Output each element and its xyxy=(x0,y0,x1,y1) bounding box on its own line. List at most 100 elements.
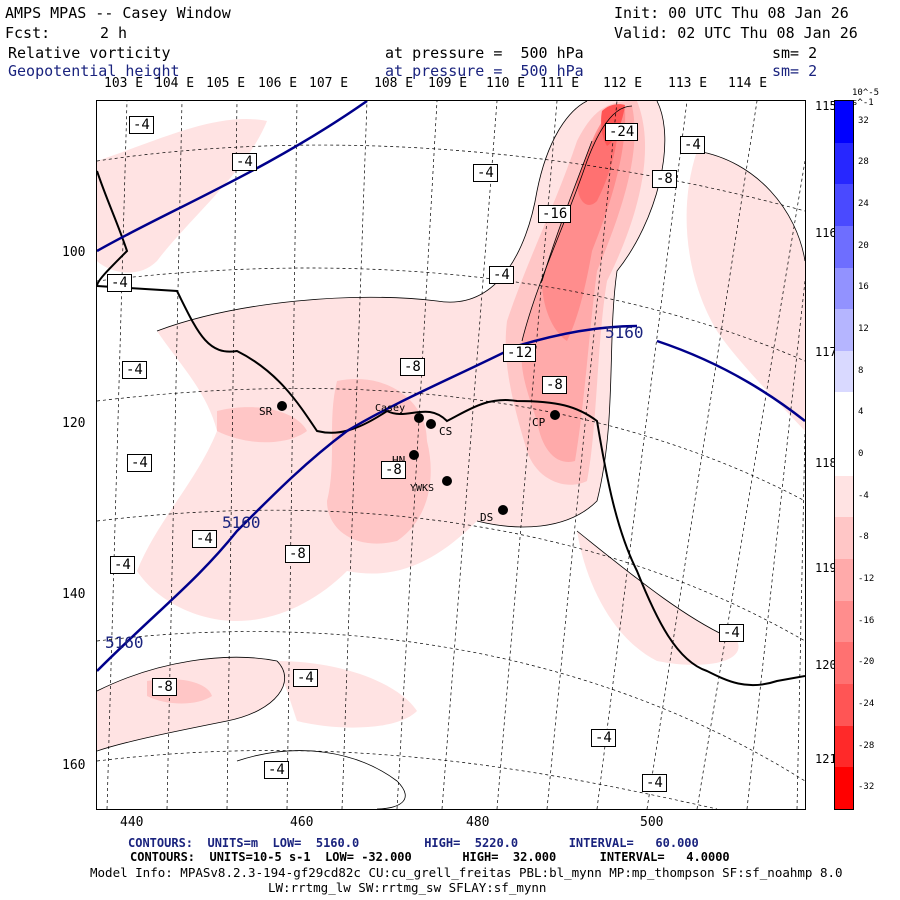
station-label: CP xyxy=(532,416,546,429)
lon-label: 103 E xyxy=(104,76,144,91)
colorbar-segment xyxy=(835,683,853,726)
height-label: 5160 xyxy=(105,633,144,652)
field1-name: Relative vorticity xyxy=(8,44,171,62)
vort-label: -4 xyxy=(591,729,616,747)
y-tick-label: 120 xyxy=(62,416,86,431)
station-marker[interactable] xyxy=(277,401,287,411)
vort-label: -4 xyxy=(473,164,498,182)
lon-label: 111 E xyxy=(540,76,580,91)
forecast-label: Fcst: xyxy=(5,24,51,42)
colorbar-tick-label: -20 xyxy=(858,657,875,668)
colorbar-units: 10^-5 s^-1 xyxy=(852,88,880,108)
colorbar-segment xyxy=(835,392,853,435)
vort-label: -4 xyxy=(232,153,257,171)
station-label: SR xyxy=(259,405,273,418)
colorbar-segment xyxy=(835,475,853,518)
height-label: 5160 xyxy=(222,513,261,532)
colorbar-tick-label: -4 xyxy=(858,490,869,501)
x-tick-label: 460 xyxy=(290,815,314,830)
colorbar-segment xyxy=(835,184,853,226)
field2-level: at pressure = 500 hPa xyxy=(385,62,584,80)
colorbar-tick-label: -24 xyxy=(858,698,875,709)
vort-label: -8 xyxy=(542,376,567,394)
vort-label: -4 xyxy=(680,136,705,154)
station-marker[interactable] xyxy=(409,450,419,460)
vort-label: -4 xyxy=(192,530,217,548)
vort-label: -4 xyxy=(489,266,514,284)
station-marker[interactable] xyxy=(426,419,436,429)
field2-smoothing: sm= 2 xyxy=(772,62,818,80)
field2-name: Geopotential height xyxy=(8,62,180,80)
vort-label: -8 xyxy=(400,358,425,376)
height-contour xyxy=(656,339,805,422)
lon-label: 112 E xyxy=(603,76,643,91)
vort-label: -4 xyxy=(719,624,744,642)
colorbar-segment xyxy=(835,309,853,351)
station-marker[interactable] xyxy=(550,410,560,420)
colorbar-tick-label: 4 xyxy=(858,407,864,418)
footer-model-info-2: LW:rrtmg_lw SW:rrtmg_sw SFLAY:sf_mynn xyxy=(268,880,547,895)
vort-label: -16 xyxy=(538,205,572,223)
x-tick-label: 440 xyxy=(120,815,144,830)
station-label: CS xyxy=(439,425,453,438)
colorbar-tick-label: -28 xyxy=(858,740,875,751)
lon-label: 113 E xyxy=(668,76,708,91)
height-label: 5160 xyxy=(605,323,644,342)
lon-label: 104 E xyxy=(155,76,195,91)
colorbar-segment xyxy=(835,600,853,643)
lon-label: 109 E xyxy=(428,76,468,91)
init-time: Init: 00 UTC Thu 08 Jan 26 xyxy=(614,4,849,22)
vort-label: -8 xyxy=(152,678,177,696)
vort-label: -4 xyxy=(129,116,154,134)
vort-label: -12 xyxy=(503,344,537,362)
footer-height-contours: CONTOURS: UNITS=m LOW= 5160.0 HIGH= 5220… xyxy=(128,836,699,850)
station-label: DS xyxy=(480,511,494,524)
colorbar-tick-label: -8 xyxy=(858,532,869,543)
vort-label: -4 xyxy=(127,454,152,472)
colorbar-tick-label: -32 xyxy=(858,782,875,793)
height-contour xyxy=(97,101,368,253)
vort-label: -8 xyxy=(381,461,406,479)
map-plot-area[interactable]: SR Casey CS HN YWKS DS CP 5160 5160 5160… xyxy=(96,100,806,810)
vort-label: -4 xyxy=(642,774,667,792)
height-contour xyxy=(97,324,638,672)
colorbar-tick-label: -16 xyxy=(858,615,875,626)
colorbar-segment xyxy=(835,517,853,560)
colorbar-tick-label: 28 xyxy=(858,157,869,168)
colorbar xyxy=(834,100,854,810)
lon-label: 114 E xyxy=(728,76,768,91)
station-marker[interactable] xyxy=(498,505,508,515)
lon-label: 107 E xyxy=(309,76,349,91)
colorbar-segment xyxy=(835,350,853,393)
station-label: YWKS xyxy=(410,483,435,494)
colorbar-segment xyxy=(835,267,853,310)
vort-label: -4 xyxy=(122,361,147,379)
footer-model-info: Model Info: MPASv8.2.3-194-gf29cd82c CU:… xyxy=(90,865,843,880)
y-tick-label: 160 xyxy=(62,758,86,773)
colorbar-segment xyxy=(835,142,853,185)
colorbar-segment xyxy=(835,725,853,768)
lon-label: 105 E xyxy=(206,76,246,91)
stations xyxy=(277,401,560,515)
vort-label: -4 xyxy=(293,669,318,687)
field1-smoothing: sm= 2 xyxy=(772,44,818,62)
colorbar-tick-label: 0 xyxy=(858,449,864,459)
station-label: Casey xyxy=(375,403,406,414)
lon-label: 110 E xyxy=(486,76,526,91)
station-marker[interactable] xyxy=(414,413,424,423)
colorbar-tick-label: 16 xyxy=(858,282,869,293)
colorbar-tick-label: 20 xyxy=(858,240,869,251)
colorbar-segment xyxy=(835,434,853,476)
colorbar-segment xyxy=(835,767,853,809)
lon-label: 106 E xyxy=(258,76,298,91)
coastline xyxy=(97,170,805,687)
station-marker[interactable] xyxy=(442,476,452,486)
forecast-value: 2 h xyxy=(100,24,128,42)
x-tick-label: 480 xyxy=(466,815,490,830)
colorbar-tick-label: 12 xyxy=(858,324,869,335)
x-tick-label: 500 xyxy=(640,815,664,830)
map-svg xyxy=(97,101,805,809)
vort-label: -24 xyxy=(605,123,639,141)
vort-label: -8 xyxy=(652,170,677,188)
colorbar-tick-label: 24 xyxy=(858,199,869,210)
